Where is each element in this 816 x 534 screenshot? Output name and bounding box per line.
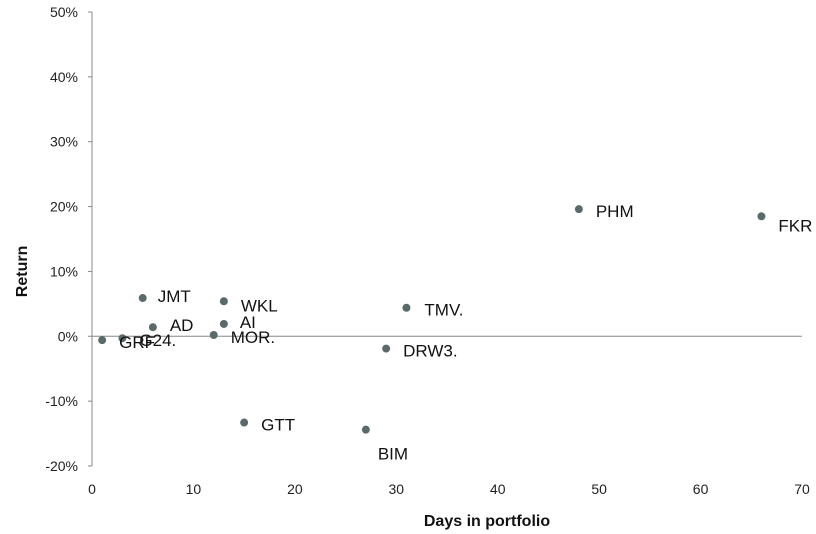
x-tick-label: 60 [693, 481, 709, 497]
axes [88, 11, 802, 467]
data-point [148, 323, 157, 332]
data-point [240, 418, 249, 427]
y-tick-labels: -20% -10% 0% 10% 20% 30% 40% 50% [45, 4, 78, 474]
x-tick-label: 70 [794, 481, 810, 497]
y-tick-label: -10% [45, 393, 78, 409]
y-axis-title: Return [14, 246, 31, 298]
data-point [219, 297, 228, 306]
y-tick-label: 10% [50, 263, 78, 279]
x-tick-label: 20 [287, 481, 303, 497]
point-label: TMV. [424, 301, 463, 320]
x-tick-label: 50 [591, 481, 607, 497]
point-label: MOR. [231, 328, 275, 347]
data-point [757, 212, 766, 221]
data-point [138, 294, 147, 303]
data-point [361, 425, 370, 434]
point-label: PHM [596, 202, 634, 221]
x-tick-label: 10 [186, 481, 202, 497]
x-tick-label: 40 [490, 481, 506, 497]
y-tick-label: 0% [58, 328, 78, 344]
point-label: WKL [241, 296, 278, 315]
point-label: G24. [139, 331, 176, 350]
point-label: GRF [119, 333, 155, 352]
data-points [98, 205, 766, 434]
data-point [382, 344, 391, 353]
data-point [118, 334, 127, 343]
point-label: BIM [378, 445, 408, 464]
y-tick-label: 30% [50, 134, 78, 150]
x-axis-title: Days in portfolio [424, 513, 550, 530]
data-point [574, 205, 583, 214]
y-tick-label: -20% [45, 458, 78, 474]
y-tick-label: 50% [50, 4, 78, 20]
x-tick-labels: 0 10 20 30 40 50 60 70 [88, 481, 810, 497]
data-point [219, 319, 228, 328]
data-point [209, 330, 218, 339]
y-tick-label: 20% [50, 199, 78, 215]
data-point [98, 336, 107, 345]
y-tick-label: 40% [50, 69, 78, 85]
point-label: AD [170, 316, 194, 335]
data-point [402, 303, 411, 312]
point-label: FKR [778, 216, 812, 235]
point-label: AI [240, 313, 256, 332]
point-label: JMT [158, 287, 191, 306]
point-label: GTT [261, 416, 295, 435]
x-tick-label: 30 [388, 481, 404, 497]
x-tick-label: 0 [88, 481, 96, 497]
point-label: DRW3. [403, 342, 457, 361]
